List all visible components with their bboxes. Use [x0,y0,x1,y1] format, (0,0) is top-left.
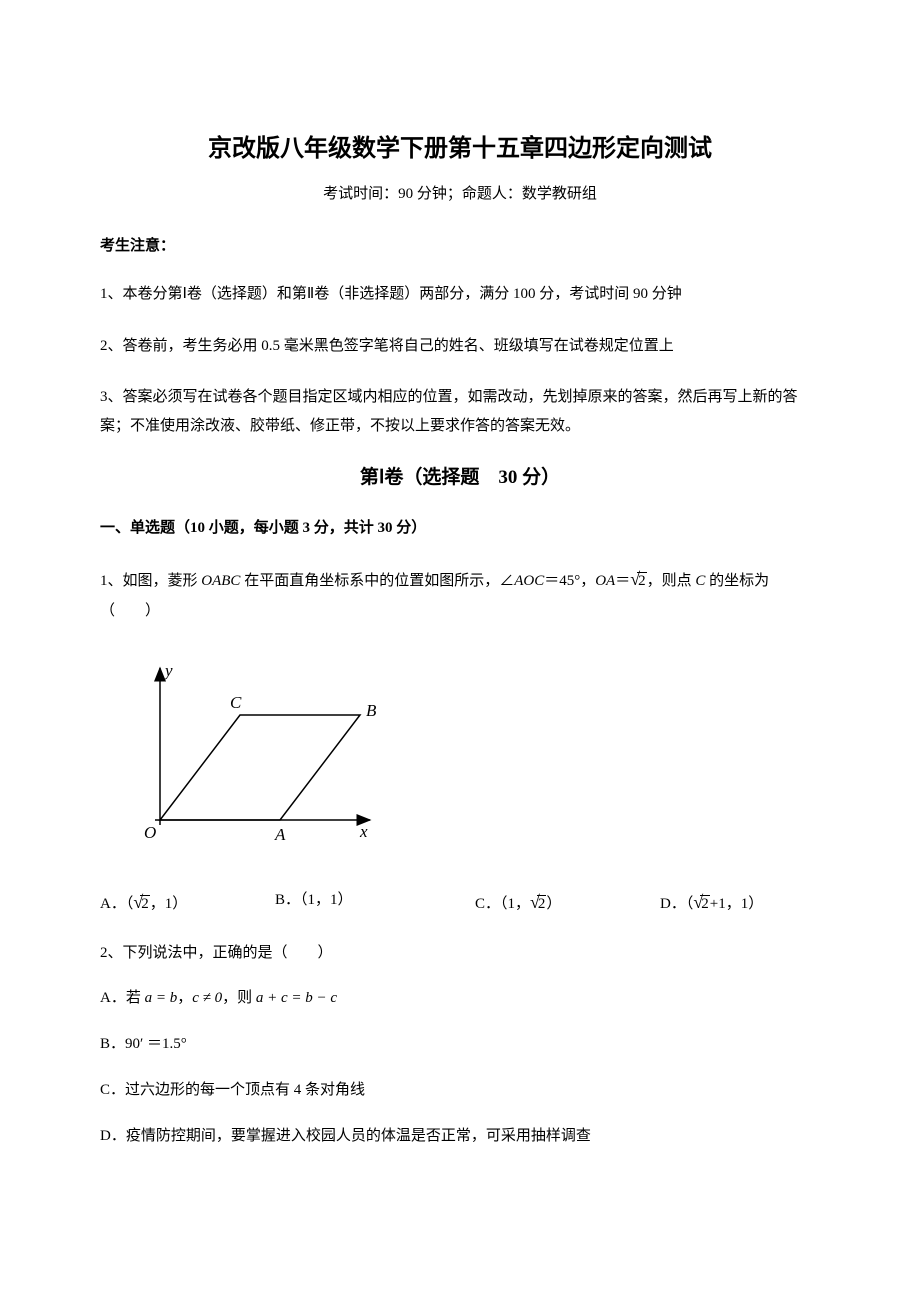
exam-title: 京改版八年级数学下册第十五章四边形定向测试 [100,130,820,168]
sqrt-icon: √2 [693,888,709,917]
q1-option-a: A．（√2，1） [100,888,275,917]
q1-mid3: ，则点 [647,573,696,589]
q1-option-d: D．（√2+1，1） [660,888,763,917]
sqrt-icon: √2 [530,888,546,917]
q1-eq: ＝ [615,573,630,589]
q2-option-b: B．90′ ＝1.5° [100,1032,820,1056]
q1-option-b: B．（1，1） [275,888,475,917]
q1-prefix: 1、如图，菱形 [100,573,201,589]
exam-subtitle: 考试时间：90 分钟；命题人：数学教研组 [100,182,820,206]
label-O: O [144,823,156,842]
label-x: x [359,822,368,841]
q2-option-c: C．过六边形的每一个顶点有 4 条对角线 [100,1078,820,1102]
q2-option-a: A．若 a = b，c ≠ 0，则 a + c = b − c [100,986,820,1010]
q1-mid1: 在平面直角坐标系中的位置如图所示，∠ [240,573,514,589]
question-2: 2、下列说法中，正确的是（ ） [100,939,820,968]
notice-item-2: 2、答卷前，考生务必用 0.5 毫米黑色签字笔将自己的姓名、班级填写在试卷规定位… [100,332,820,361]
question-1: 1、如图，菱形 OABC 在平面直角坐标系中的位置如图所示，∠AOC＝45°，O… [100,562,820,626]
subsection-title: 一、单选题（10 小题，每小题 3 分，共计 30 分） [100,516,820,540]
q1-point: C [695,573,705,589]
q1-option-c: C．（1，√2） [475,888,660,917]
q1-angle: AOC [514,573,544,589]
notice-item-1: 1、本卷分第Ⅰ卷（选择题）和第Ⅱ卷（非选择题）两部分，满分 100 分，考试时间… [100,280,820,309]
label-y: y [163,661,173,680]
q1-mid2: ＝45°， [544,573,595,589]
sqrt-icon: √2 [133,888,149,917]
section1-title: 第Ⅰ卷（选择题 30 分） [100,463,820,493]
q1-oa: OA [595,573,615,589]
rhombus-diagram: y x O A B C [120,650,400,855]
label-B: B [366,701,377,720]
q1-diagram: y x O A B C [120,650,820,864]
label-C: C [230,693,242,712]
sqrt-icon: √2 [630,562,646,597]
label-A: A [274,825,286,844]
q1-shape: OABC [201,573,240,589]
q2-option-d: D．疫情防控期间，要掌握进入校园人员的体温是否正常，可采用抽样调查 [100,1124,820,1148]
q1-options: A．（√2，1） B．（1，1） C．（1，√2） D．（√2+1，1） [100,888,820,917]
notice-header: 考生注意： [100,234,820,258]
notice-item-3: 3、答案必须写在试卷各个题目指定区域内相应的位置，如需改动，先划掉原来的答案，然… [100,383,820,442]
